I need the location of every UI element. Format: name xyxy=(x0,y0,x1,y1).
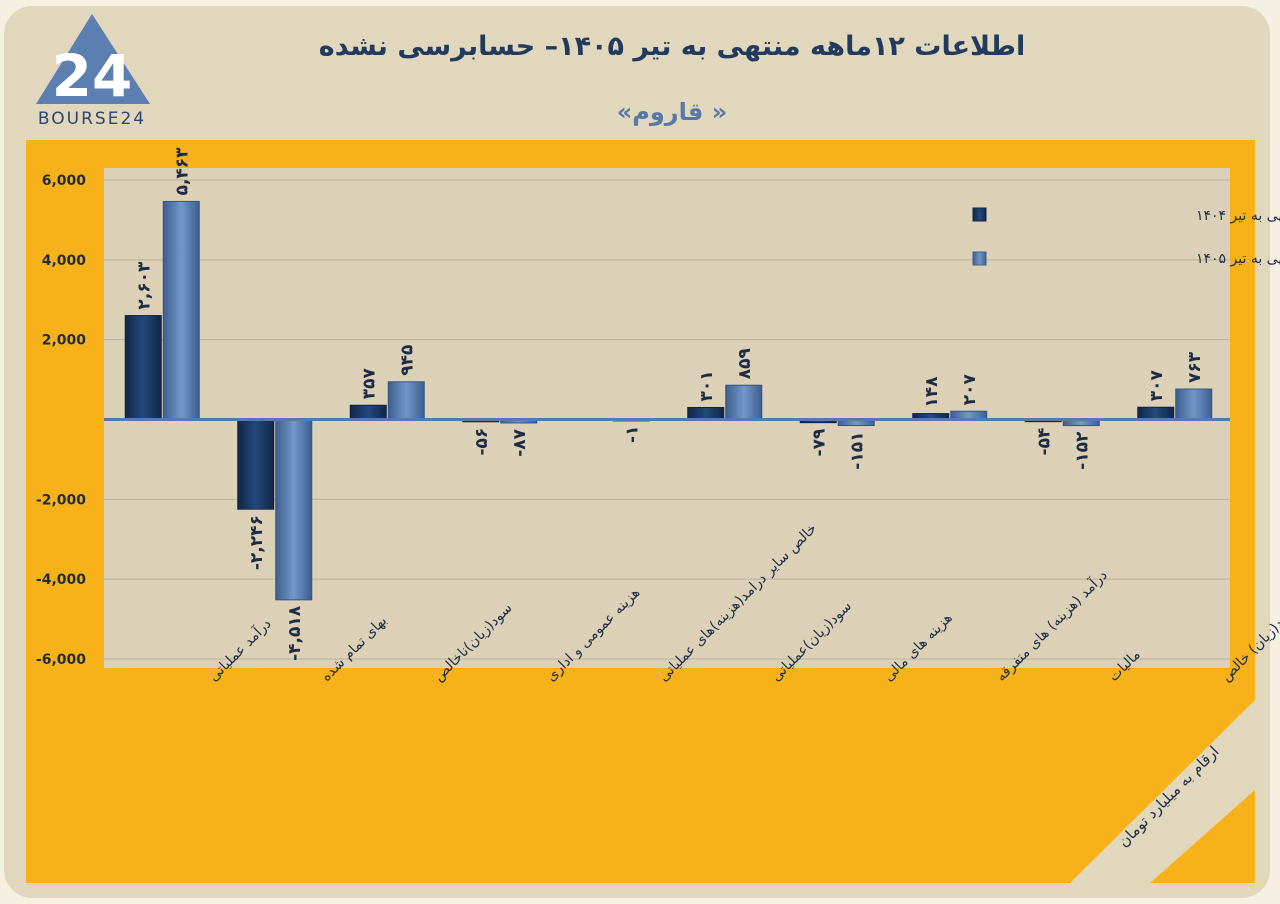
bar-series-1 xyxy=(1137,406,1175,420)
bar-series-2 xyxy=(162,200,200,420)
y-axis: 6,000 4,000 2,000 -2,000 -4,000 -6,000 xyxy=(36,173,86,668)
y-tick-label: 2,000 xyxy=(42,333,87,349)
data-label: -۸۷ xyxy=(510,428,530,456)
logo-triangle-icon xyxy=(36,14,150,104)
data-label: -۱ xyxy=(622,426,642,443)
data-label: -۱۵۲ xyxy=(1072,431,1092,470)
logo: 24 BOURSE24 xyxy=(36,14,150,129)
logo-text: BOURSE24 xyxy=(38,109,146,129)
bar-series-2 xyxy=(725,384,763,420)
data-label: ۳۰۱ xyxy=(697,370,717,401)
data-label: -۱۵۱ xyxy=(847,432,867,470)
bar-series-1 xyxy=(237,419,275,510)
data-label: ۸۵۹ xyxy=(735,347,755,379)
legend-swatch-2 xyxy=(972,251,987,266)
data-label: ۳۰۷ xyxy=(1147,369,1167,401)
data-label: -۵۶ xyxy=(472,428,492,456)
bar-series-1 xyxy=(687,406,725,420)
data-label: ۹۴۵ xyxy=(397,345,417,376)
y-tick-label: 6,000 xyxy=(42,173,87,189)
legend-swatch-1 xyxy=(972,207,987,222)
value-labels: ۲,۶۰۳ ۵,۴۶۳ -۲,۲۴۶ -۴,۵۱۸ ۳۵۷ ۹۴۵ -۵۶ -۸۷ -۱ ۳۰۱ ۸… xyxy=(134,147,1205,661)
chart-title: اطلاعات ۱۲ماهه منتهی به تیر ۱۴۰۵– حسابرس… xyxy=(319,31,1025,62)
note-corner-accent xyxy=(1150,790,1255,883)
data-label: ۳۵۷ xyxy=(359,367,379,399)
bar-series-2 xyxy=(1175,388,1213,420)
data-label: -۲,۲۴۶ xyxy=(247,515,267,570)
y-tick-label: -4,000 xyxy=(36,572,86,588)
data-label: ۱۴۸ xyxy=(922,376,942,408)
chart-subtitle: « قاروم» xyxy=(617,98,727,126)
y-tick-label: -2,000 xyxy=(36,492,86,508)
y-tick-label: -6,000 xyxy=(36,652,86,668)
bars xyxy=(124,200,1213,601)
data-label: -۷۹ xyxy=(809,428,829,456)
data-label: -۴,۵۱۸ xyxy=(285,605,305,661)
bar-series-1 xyxy=(349,404,387,421)
y-tick-label: 4,000 xyxy=(42,253,87,269)
data-label: ۲,۶۰۳ xyxy=(134,261,154,310)
bar-series-1 xyxy=(124,315,162,421)
bar-series-2 xyxy=(275,419,313,601)
legend-label-2: عملکرد منتهی به تیر ۱۴۰۵ xyxy=(1196,251,1280,267)
data-label: ۵,۴۶۳ xyxy=(172,147,192,196)
data-label: -۵۴ xyxy=(1034,428,1054,456)
data-label: ۷۶۳ xyxy=(1185,351,1205,383)
bar-series-2 xyxy=(387,381,425,420)
data-label: ۲۰۷ xyxy=(960,373,980,405)
legend: عملکرد منتهی به تیر ۱۴۰۴ عملکرد منتهی به… xyxy=(972,207,1280,267)
logo-mark: 24 xyxy=(52,42,133,110)
legend-label-1: عملکرد منتهی به تیر ۱۴۰۴ xyxy=(1196,208,1280,224)
